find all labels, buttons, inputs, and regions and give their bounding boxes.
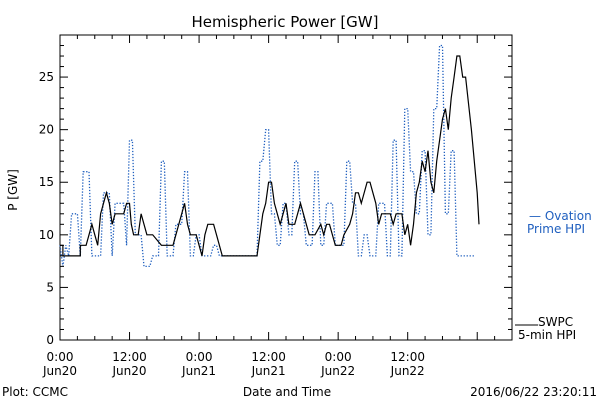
- x-axis: 0:00Jun2012:00Jun200:00Jun2112:00Jun210:…: [42, 35, 513, 378]
- plot-border: [59, 34, 513, 341]
- y-tick-label: 5: [46, 280, 54, 294]
- legend-swpc-line2: 5-min HPI: [518, 328, 576, 342]
- legend-swpc-line1: SWPC: [538, 315, 573, 329]
- y-tick-label: 20: [39, 123, 54, 137]
- y-axis: 0 5 10 15 20 25: [39, 45, 512, 347]
- y-tick-label: 15: [39, 175, 54, 189]
- y-tick-label: 10: [39, 228, 54, 242]
- x-tick-label-time: 12:00: [251, 350, 286, 364]
- legend-ovation-line1: — Ovation: [529, 209, 592, 223]
- x-axis-label: Date and Time: [243, 385, 331, 399]
- x-tick-label-date: Jun20: [112, 364, 147, 378]
- x-tick-label-time: 0:00: [325, 350, 352, 364]
- x-tick-label-date: Jun22: [390, 364, 425, 378]
- series-layer: [59, 44, 480, 268]
- x-tick-label-time: 0:00: [47, 350, 74, 364]
- y-tick-label: 0: [46, 333, 54, 347]
- chart-title: Hemispheric Power [GW]: [192, 13, 379, 31]
- legend: — Ovation Prime HPI SWPC 5-min HPI: [515, 209, 592, 342]
- x-tick-label-date: Jun20: [42, 364, 77, 378]
- x-tick-label-date: Jun21: [251, 364, 286, 378]
- series-swpc-hpi-line: [60, 55, 480, 257]
- plot-area: [59, 34, 513, 341]
- series-ovation-prime-line: [59, 44, 475, 268]
- footer-plot-credit: Plot: CCMC: [2, 385, 68, 399]
- y-tick-label: 25: [39, 70, 54, 84]
- x-tick-label-time: 12:00: [390, 350, 425, 364]
- x-tick-label-time: 0:00: [186, 350, 213, 364]
- x-tick-label-time: 12:00: [112, 350, 147, 364]
- legend-ovation-line2: Prime HPI: [527, 222, 585, 236]
- footer: Plot: CCMC Date and Time 2016/06/22 23:2…: [2, 385, 597, 399]
- footer-timestamp: 2016/06/22 23:20:11: [470, 385, 597, 399]
- x-tick-label-date: Jun21: [181, 364, 216, 378]
- y-axis-label: P [GW]: [6, 169, 20, 211]
- x-tick-label-date: Jun22: [320, 364, 355, 378]
